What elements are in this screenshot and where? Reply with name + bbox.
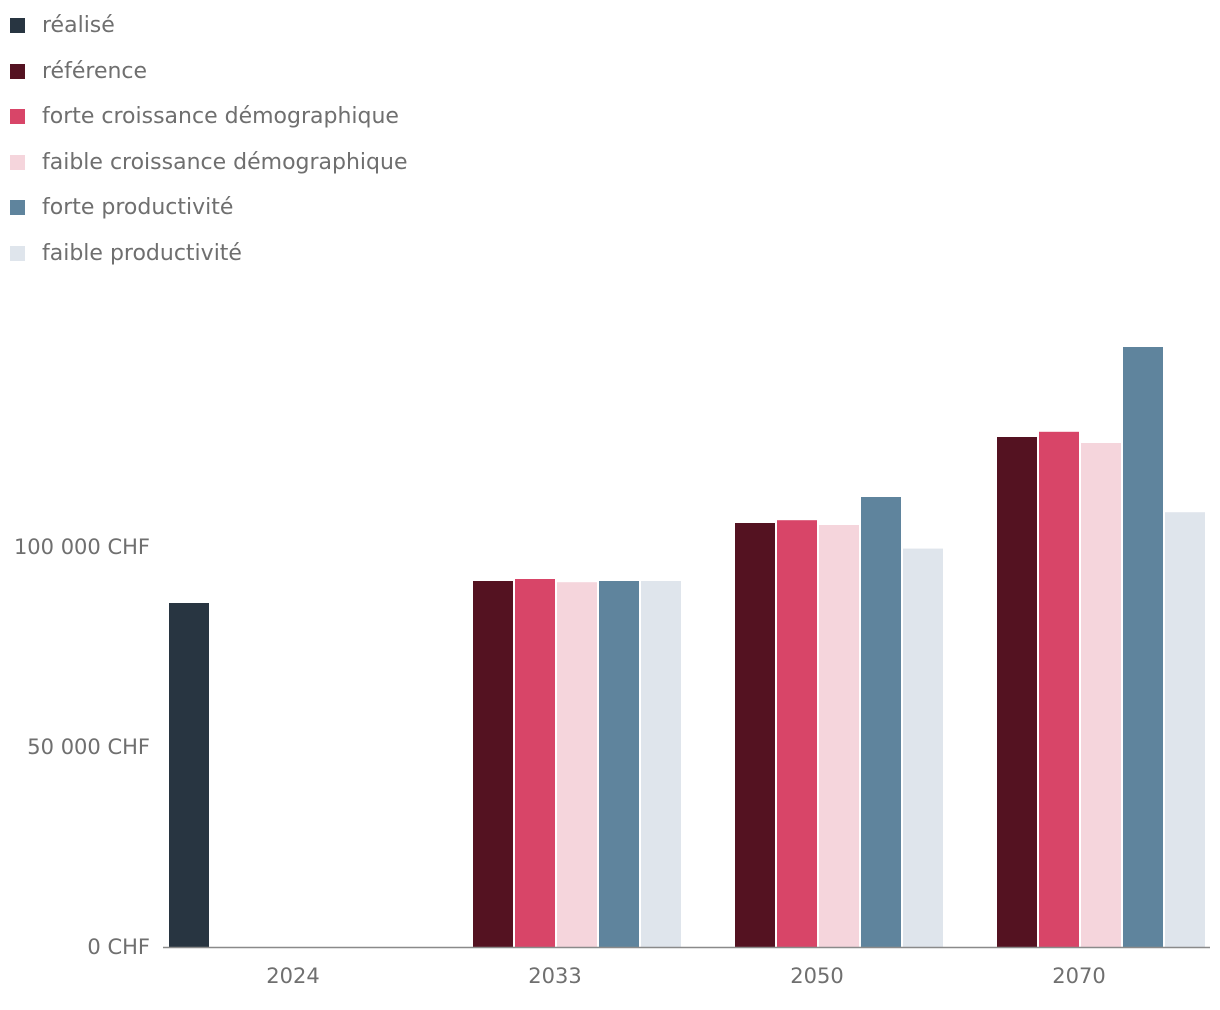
legend-swatch-faible-croissance bbox=[10, 154, 25, 170]
legend-item-faible-croissance[interactable]: faible croissance démographique bbox=[10, 140, 408, 186]
bar-2033-faible-croissance-demographique[interactable] bbox=[557, 582, 597, 947]
legend-item-faible-productivite[interactable]: faible productivité bbox=[10, 231, 408, 277]
legend-item-realise[interactable]: réalisé bbox=[10, 3, 408, 49]
bar-2070-forte-croissance-demographique[interactable] bbox=[1039, 431, 1079, 947]
legend: réalisé référence forte croissance démog… bbox=[10, 3, 408, 276]
bar-2070-reference[interactable] bbox=[997, 437, 1037, 947]
x-tick-label-2033: 2033 bbox=[528, 964, 581, 988]
legend-swatch-reference bbox=[10, 63, 25, 79]
bar-2050-faible-croissance-demographique[interactable] bbox=[819, 525, 859, 947]
bar-2033-forte-productivite[interactable] bbox=[599, 581, 639, 947]
bar-2070-faible-productivite[interactable] bbox=[1165, 512, 1205, 947]
legend-swatch-realise bbox=[10, 18, 25, 34]
x-axis: 2024 2033 2050 2070 bbox=[163, 946, 1210, 988]
bar-2050-forte-croissance-demographique[interactable] bbox=[777, 520, 817, 947]
bar-2050-forte-productivite[interactable] bbox=[861, 497, 901, 947]
legend-item-reference[interactable]: référence bbox=[10, 49, 408, 95]
bars-group bbox=[169, 347, 1205, 947]
y-tick-label-50000: 50 000 CHF bbox=[27, 735, 150, 759]
x-tick-label-2024: 2024 bbox=[266, 964, 319, 988]
legend-label-forte-croissance: forte croissance démographique bbox=[42, 104, 399, 130]
legend-swatch-faible-productivite bbox=[10, 245, 25, 261]
legend-item-forte-croissance[interactable]: forte croissance démographique bbox=[10, 94, 408, 140]
bar-2033-forte-croissance-demographique[interactable] bbox=[515, 579, 555, 947]
legend-swatch-forte-croissance bbox=[10, 109, 25, 125]
y-axis: 0 CHF 50 000 CHF 100 000 CHF bbox=[14, 535, 150, 959]
legend-label-faible-productivite: faible productivité bbox=[42, 240, 242, 266]
bar-2024-realise[interactable] bbox=[169, 603, 209, 947]
legend-item-forte-productivite[interactable]: forte productivité bbox=[10, 185, 408, 231]
legend-label-forte-productivite: forte productivité bbox=[42, 195, 234, 221]
bar-2050-reference[interactable] bbox=[735, 523, 775, 947]
bar-2070-faible-croissance-demographique[interactable] bbox=[1081, 443, 1121, 947]
bar-2033-reference[interactable] bbox=[473, 581, 513, 947]
legend-label-faible-croissance: faible croissance démographique bbox=[42, 149, 408, 175]
legend-label-realise: réalisé bbox=[42, 13, 115, 39]
legend-label-reference: référence bbox=[42, 58, 148, 84]
bar-2050-faible-productivite[interactable] bbox=[903, 548, 943, 947]
y-tick-label-100000: 100 000 CHF bbox=[14, 535, 150, 559]
y-tick-label-0: 0 CHF bbox=[87, 935, 150, 959]
x-tick-label-2070: 2070 bbox=[1052, 964, 1105, 988]
legend-swatch-forte-productivite bbox=[10, 200, 25, 216]
bar-2033-faible-productivite[interactable] bbox=[641, 581, 681, 947]
x-tick-label-2050: 2050 bbox=[790, 964, 843, 988]
bar-2070-forte-productivite[interactable] bbox=[1123, 347, 1163, 947]
